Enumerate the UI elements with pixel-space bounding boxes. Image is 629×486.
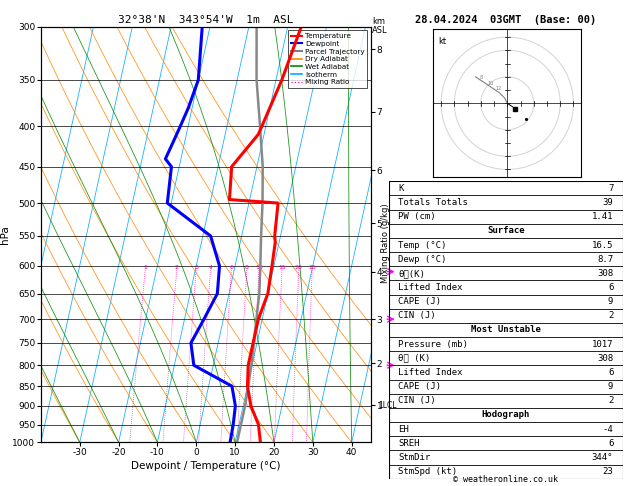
Legend: Temperature, Dewpoint, Parcel Trajectory, Dry Adiabat, Wet Adiabat, Isotherm, Mi: Temperature, Dewpoint, Parcel Trajectory… <box>287 30 367 88</box>
Text: 2: 2 <box>608 396 613 405</box>
Text: 1017: 1017 <box>592 340 613 348</box>
Text: EH: EH <box>398 425 409 434</box>
Text: Mixing Ratio (g/kg): Mixing Ratio (g/kg) <box>381 203 389 283</box>
Text: 10: 10 <box>487 81 494 86</box>
Text: Lifted Index: Lifted Index <box>398 283 462 292</box>
Text: CIN (J): CIN (J) <box>398 312 436 320</box>
X-axis label: Dewpoint / Temperature (°C): Dewpoint / Temperature (°C) <box>131 461 281 471</box>
Text: 8: 8 <box>245 264 249 270</box>
Text: 9: 9 <box>608 382 613 391</box>
Text: Surface: Surface <box>487 226 525 235</box>
Text: 6: 6 <box>608 283 613 292</box>
Text: 1: 1 <box>143 264 147 270</box>
Text: 7: 7 <box>608 184 613 193</box>
Text: 2: 2 <box>608 312 613 320</box>
Text: 6: 6 <box>608 439 613 448</box>
Text: θᴇ(K): θᴇ(K) <box>398 269 425 278</box>
Text: 6: 6 <box>230 264 233 270</box>
Text: © weatheronline.co.uk: © weatheronline.co.uk <box>454 474 558 484</box>
Text: K: K <box>398 184 403 193</box>
Text: Dewp (°C): Dewp (°C) <box>398 255 447 264</box>
Text: kt: kt <box>438 37 447 46</box>
Text: Most Unstable: Most Unstable <box>470 326 541 334</box>
Text: StmDir: StmDir <box>398 453 430 462</box>
Text: 3: 3 <box>194 264 198 270</box>
Text: θᴇ (K): θᴇ (K) <box>398 354 430 363</box>
Text: CIN (J): CIN (J) <box>398 396 436 405</box>
Text: 308: 308 <box>597 269 613 278</box>
Text: PW (cm): PW (cm) <box>398 212 436 221</box>
Text: 6: 6 <box>608 368 613 377</box>
Text: 2: 2 <box>175 264 179 270</box>
Text: 23: 23 <box>603 467 613 476</box>
Text: StmSpd (kt): StmSpd (kt) <box>398 467 457 476</box>
Text: SREH: SREH <box>398 439 420 448</box>
Y-axis label: hPa: hPa <box>0 225 9 244</box>
Text: 344°: 344° <box>592 453 613 462</box>
Text: 4: 4 <box>209 264 213 270</box>
Text: Temp (°C): Temp (°C) <box>398 241 447 249</box>
Text: -4: -4 <box>603 425 613 434</box>
Text: 16.5: 16.5 <box>592 241 613 249</box>
Text: 8.7: 8.7 <box>597 255 613 264</box>
Text: 9: 9 <box>608 297 613 306</box>
Text: 20: 20 <box>295 264 303 270</box>
Text: 12: 12 <box>496 86 501 91</box>
Text: 308: 308 <box>597 354 613 363</box>
Text: 15: 15 <box>278 264 286 270</box>
Text: Totals Totals: Totals Totals <box>398 198 468 207</box>
Text: CAPE (J): CAPE (J) <box>398 297 441 306</box>
Text: 8: 8 <box>479 75 482 81</box>
Text: Pressure (mb): Pressure (mb) <box>398 340 468 348</box>
Text: Hodograph: Hodograph <box>482 411 530 419</box>
Text: 1.41: 1.41 <box>592 212 613 221</box>
Text: 39: 39 <box>603 198 613 207</box>
Text: 1LCL: 1LCL <box>378 401 396 410</box>
Text: km
ASL: km ASL <box>372 17 388 35</box>
Text: 25: 25 <box>308 264 316 270</box>
Text: Lifted Index: Lifted Index <box>398 368 462 377</box>
Title: 32°38'N  343°54'W  1m  ASL: 32°38'N 343°54'W 1m ASL <box>118 15 294 25</box>
Text: 28.04.2024  03GMT  (Base: 00): 28.04.2024 03GMT (Base: 00) <box>415 15 596 25</box>
Text: CAPE (J): CAPE (J) <box>398 382 441 391</box>
Text: 10: 10 <box>255 264 263 270</box>
